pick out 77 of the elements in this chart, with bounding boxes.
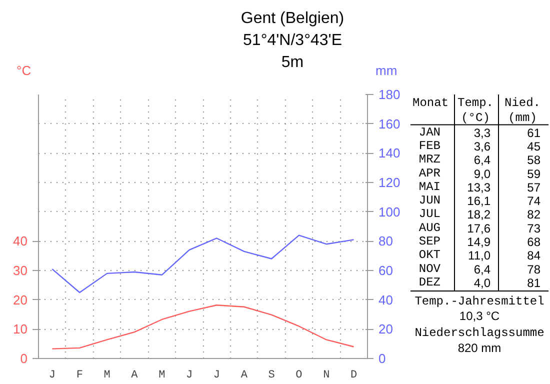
text: 81	[527, 276, 541, 290]
y2-tick-label: 140	[378, 146, 400, 161]
y2-tick-label: 40	[378, 292, 393, 308]
x-tick-label: M	[158, 370, 166, 382]
x-tick-label: S	[268, 370, 276, 382]
text: APR	[418, 166, 441, 180]
y-tick-label: 0	[20, 351, 28, 366]
y2-tick-label: 20	[378, 322, 393, 337]
text: 6,4	[474, 262, 491, 276]
x-tick-label: J	[186, 370, 193, 382]
text: DEZ	[418, 275, 441, 290]
text: Temp. (°C)	[457, 96, 494, 125]
y2-axis-title: mm	[376, 63, 398, 78]
x-tick-label: M	[104, 370, 110, 382]
x-tick-label: J	[213, 370, 220, 382]
text: Nied. (mm)	[504, 96, 541, 125]
text: 17,6	[467, 221, 491, 236]
text: 73	[527, 221, 541, 236]
text: 78	[527, 262, 541, 276]
text: JAN	[418, 125, 441, 140]
text: JUL	[418, 207, 441, 222]
text: 74	[527, 194, 541, 208]
x-tick-label: D	[350, 370, 358, 382]
text: 61	[527, 126, 541, 140]
text: 68	[527, 235, 541, 250]
y2-tick-label: 80	[378, 234, 393, 249]
text: OKT	[418, 248, 441, 262]
x-tick-label: J	[48, 370, 56, 382]
y2-tick-label: 120	[378, 175, 400, 190]
chart-title: Gent (Belgien)	[240, 10, 344, 27]
y-tick-label: 20	[13, 292, 28, 308]
text: JUN	[418, 194, 441, 208]
text: 3,6	[474, 140, 491, 154]
text: 14,9	[467, 235, 491, 250]
y2-tick-label: 0	[378, 351, 386, 366]
text: 11,0	[468, 248, 491, 263]
text: 84	[527, 248, 541, 263]
text: 18,2	[467, 208, 491, 222]
x-tick-label: A	[240, 370, 248, 382]
y2-tick-label: 100	[378, 204, 400, 220]
text: 45	[527, 140, 541, 154]
text: 5m	[281, 54, 304, 71]
text: Temp.-Jahresmittel	[414, 294, 544, 308]
text: 4,0	[474, 276, 491, 290]
y2-tick-label: 180	[378, 87, 400, 102]
text: FEB	[418, 139, 441, 154]
text: Niederschlagssumme	[414, 326, 544, 340]
text: 820 mm	[458, 340, 502, 355]
text: Monat	[412, 96, 449, 110]
y-tick-label: 40	[13, 234, 28, 249]
text: 10,3 °C	[459, 308, 500, 323]
text: 82	[527, 208, 541, 222]
text: 59	[527, 166, 541, 181]
x-tick-label: F	[76, 370, 83, 382]
text: 13,3	[467, 180, 491, 194]
text: NOV	[418, 262, 442, 276]
text: MRZ	[418, 152, 441, 167]
text: MAI	[418, 180, 441, 194]
chart-subtitle: 51°4'N/3°43'E	[243, 32, 342, 49]
text: AUG	[418, 220, 441, 235]
x-tick-label: O	[296, 370, 303, 382]
text: 57	[527, 180, 541, 194]
text: 3,3	[474, 126, 491, 140]
text: SEP	[418, 234, 441, 249]
text: 6,4	[474, 153, 491, 168]
y-tick-label: 10	[13, 322, 28, 337]
y2-tick-label: 60	[378, 263, 393, 278]
text: 9,0	[474, 166, 491, 181]
y2-tick-label: 160	[378, 116, 400, 132]
x-tick-label: N	[323, 370, 330, 382]
line-series	[52, 234, 354, 294]
y-tick-label: 30	[13, 263, 28, 278]
x-tick-label: A	[131, 370, 138, 382]
text: 16,1	[467, 194, 491, 208]
text: 58	[527, 153, 541, 168]
line-series	[52, 304, 354, 350]
y-axis-title: °C	[16, 63, 32, 78]
